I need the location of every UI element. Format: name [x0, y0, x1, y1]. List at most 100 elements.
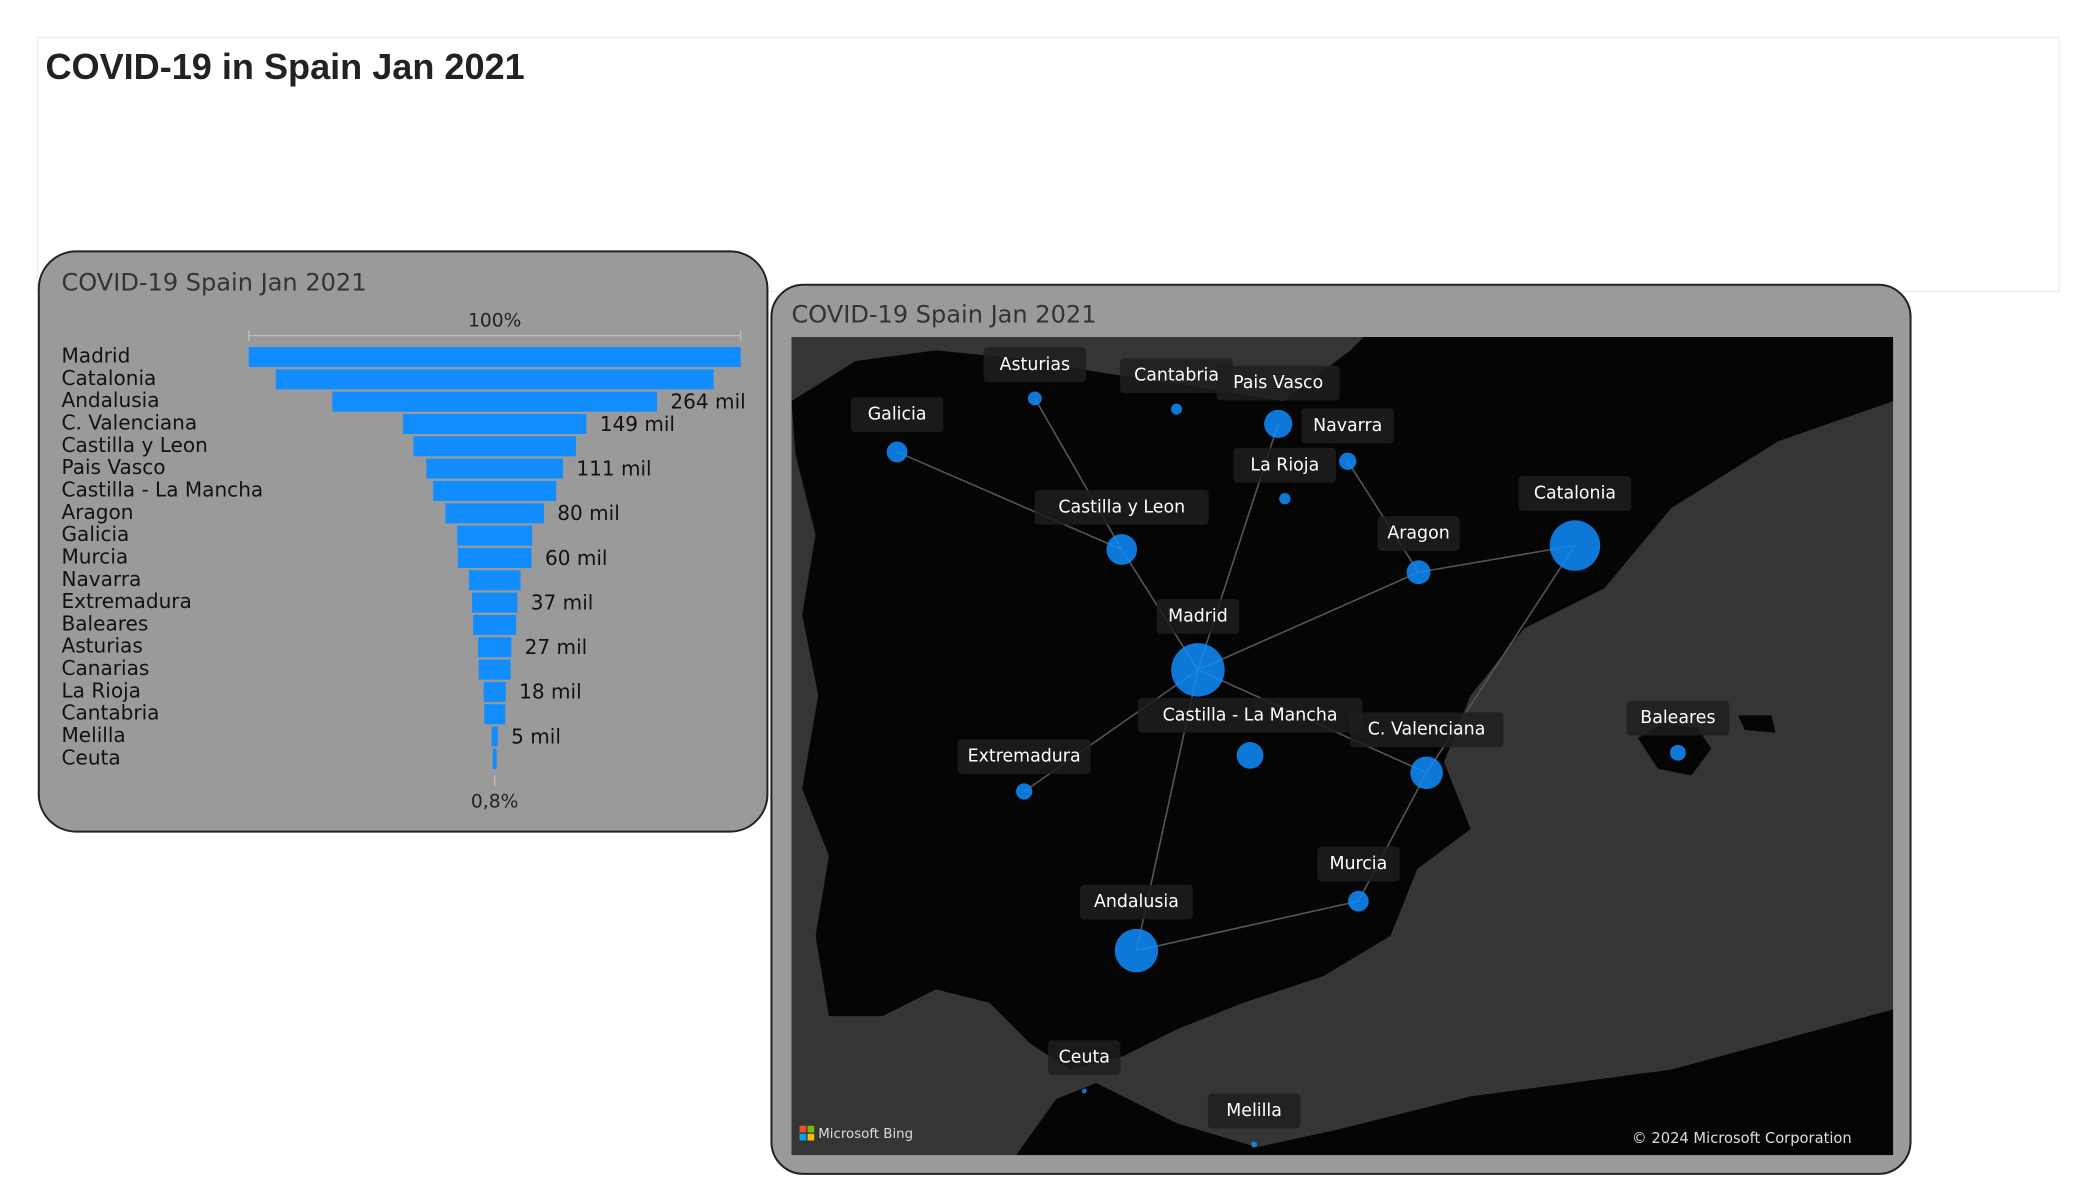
- funnel-bar: [426, 458, 563, 479]
- funnel-bar: [473, 614, 517, 635]
- bubble: [886, 441, 908, 463]
- funnel-top-label: 100%: [468, 310, 521, 331]
- bubble-label: Melilla: [1226, 1101, 1282, 1121]
- bubble: [1549, 520, 1601, 571]
- funnel-bar: [478, 637, 512, 658]
- bubble-label: Cantabria: [1134, 366, 1219, 386]
- logo-square: [799, 1133, 807, 1141]
- value-label: 111 mil: [576, 456, 651, 480]
- category-label: Aragon: [62, 500, 134, 524]
- bubble-label: Asturias: [1000, 355, 1070, 375]
- bubble-label: Ceuta: [1059, 1048, 1110, 1068]
- bubble-label-box: [1156, 598, 1240, 634]
- bubble-label-box: [1207, 1093, 1301, 1129]
- bubble-label: Extremadura: [968, 747, 1081, 767]
- bubble-label: Galicia: [868, 405, 927, 425]
- value-label: 60 mil: [545, 546, 608, 570]
- bubble-label-box: [1034, 490, 1209, 525]
- funnel-bar: [468, 570, 521, 591]
- bubble-label: Andalusia: [1094, 892, 1179, 912]
- category-label: Asturias: [62, 634, 143, 658]
- funnel-bar: [484, 704, 506, 725]
- map-title: COVID-19 Spain Jan 2021: [791, 301, 1096, 329]
- funnel-bar: [457, 525, 533, 546]
- bubble-label-box: [957, 739, 1091, 775]
- bubble: [1236, 742, 1264, 769]
- bubble-label: Navarra: [1313, 416, 1382, 436]
- bubble-layer: Madrid Catalonia Andalusia C. Valenciana Cas…: [850, 347, 1730, 1148]
- category-label: Murcia: [62, 544, 129, 568]
- bubble-label-box: [1137, 697, 1363, 733]
- bubble-label: Pais Vasco: [1233, 373, 1323, 393]
- funnel-bar: [403, 413, 587, 435]
- category-label: C. Valenciana: [62, 410, 198, 434]
- bubble-label-box: [1080, 884, 1193, 920]
- bubble: [1251, 1141, 1258, 1148]
- funnel-bar: [275, 369, 714, 390]
- category-label: Castilla - La Mancha: [62, 477, 264, 501]
- category-label: La Rioja: [62, 678, 141, 702]
- value-label: 37 mil: [531, 590, 594, 614]
- bubble-label-box: [1120, 358, 1233, 394]
- land: [1016, 1009, 1894, 1156]
- category-label: Cantabria: [62, 701, 160, 725]
- category-label: Melilla: [62, 723, 126, 747]
- value-label: 264 mil: [670, 389, 745, 413]
- value-label: 18 mil: [519, 680, 582, 704]
- bubble: [1339, 452, 1357, 470]
- bubble: [1410, 756, 1443, 790]
- funnel-bar: [433, 480, 557, 501]
- funnel-bar: [492, 748, 497, 769]
- bubble-label: Madrid: [1168, 606, 1228, 626]
- bubble-label: Baleares: [1640, 708, 1715, 728]
- funnel-title: COVID-19 Spain Jan 2021: [62, 268, 367, 296]
- funnel-panel: [37, 250, 769, 833]
- funnel-bar: [248, 346, 741, 368]
- funnel-bar: [457, 547, 532, 568]
- page-title: COVID-19 in Spain Jan 2021: [45, 46, 524, 87]
- funnel-bar: [491, 726, 498, 747]
- logo-square: [807, 1133, 815, 1141]
- bubble: [1348, 890, 1369, 912]
- logo-square: [807, 1125, 815, 1133]
- bubble: [1114, 928, 1159, 973]
- category-label: Canarias: [62, 656, 150, 680]
- map-provider: Microsoft Bing: [818, 1127, 913, 1142]
- bubble: [1081, 1088, 1087, 1094]
- funnel-bottom-label: 0,8%: [471, 792, 519, 813]
- value-label: 5 mil: [511, 724, 561, 748]
- category-label: Galicia: [62, 522, 130, 546]
- category-label: Baleares: [62, 611, 149, 635]
- header-card: [36, 36, 2060, 293]
- category-label: Castilla y Leon: [62, 433, 208, 457]
- value-label: 27 mil: [525, 635, 588, 659]
- bubble-label: La Rioja: [1250, 455, 1319, 475]
- bubble: [1264, 409, 1293, 438]
- bubble-label-box: [1216, 365, 1340, 401]
- bubble: [1670, 744, 1686, 761]
- bubble-label: Murcia: [1329, 854, 1387, 874]
- bubble-label: Castilla - La Mancha: [1163, 705, 1338, 725]
- bubble-label-box: [1377, 516, 1460, 551]
- category-label: Andalusia: [62, 388, 160, 412]
- category-label: Navarra: [62, 567, 142, 591]
- bubble: [1015, 783, 1033, 800]
- bubble-label: C. Valenciana: [1368, 720, 1486, 740]
- funnel-bar: [445, 503, 544, 524]
- bubble-label-box: [1233, 447, 1337, 483]
- bubble: [1406, 560, 1431, 585]
- bubble-label-box: [983, 347, 1087, 383]
- funnel-bar: [471, 592, 518, 613]
- category-label: Madrid: [62, 344, 131, 368]
- bubble: [1106, 534, 1138, 565]
- value-label: 80 mil: [557, 501, 620, 525]
- bubble-label-box: [1518, 476, 1632, 511]
- category-label: Pais Vasco: [62, 455, 166, 479]
- bubble: [1171, 643, 1225, 697]
- bubble-label: Aragon: [1387, 524, 1449, 544]
- map-attribution: © 2024 Microsoft Corporation: [1632, 1130, 1852, 1147]
- bubble: [1279, 493, 1291, 505]
